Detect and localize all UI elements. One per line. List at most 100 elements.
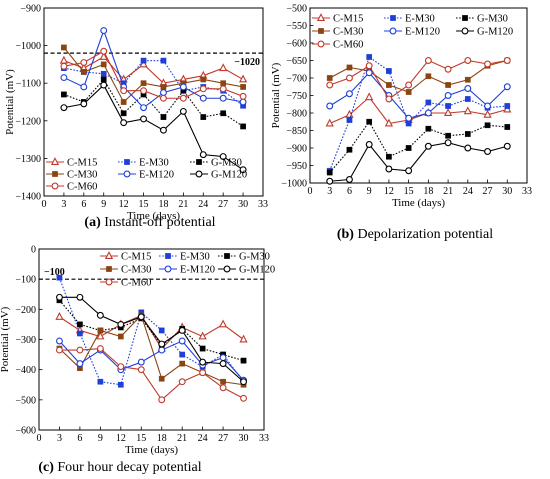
data-point <box>117 363 125 371</box>
data-point <box>160 89 167 97</box>
data-point <box>140 80 147 87</box>
panel-caption: (b) Depolarization potential <box>337 227 493 242</box>
data-point <box>158 396 166 404</box>
x-axis-label: Time (days) <box>392 197 445 209</box>
legend-swatch-marker <box>123 170 131 178</box>
data-point <box>100 81 108 89</box>
data-point <box>464 76 471 83</box>
data-point <box>76 346 84 354</box>
data-point <box>463 106 472 115</box>
data-point <box>160 114 167 120</box>
data-point <box>219 384 227 392</box>
legend-swatch-marker <box>318 28 324 34</box>
data-point <box>55 311 64 320</box>
x-tick-label: 27 <box>218 433 228 444</box>
data-point <box>326 169 333 176</box>
legend-label: G-M30 <box>239 252 270 263</box>
data-point <box>140 57 147 64</box>
data-point <box>386 82 392 88</box>
data-point <box>120 87 128 95</box>
data-point <box>238 74 248 83</box>
series-line <box>59 340 244 381</box>
legend-label: G-M120 <box>239 265 275 276</box>
x-tick-label: 21 <box>178 199 188 210</box>
legend-swatch-marker <box>105 278 113 286</box>
data-point <box>424 142 432 150</box>
y-tick-label: −200 <box>15 305 36 316</box>
data-point <box>76 360 84 368</box>
y-tick-label: −600 <box>286 39 307 50</box>
legend-swatch-marker <box>224 253 230 259</box>
data-point <box>425 125 432 132</box>
series-g-m30 <box>326 118 511 176</box>
series-e-m120 <box>60 27 247 112</box>
panel-caption-text: Four hour decay potential <box>54 460 202 475</box>
y-tick-label: −300 <box>15 335 36 346</box>
data-point <box>199 358 207 366</box>
series-line <box>63 47 244 103</box>
y-tick-label: −1000 <box>281 179 307 190</box>
data-point <box>137 366 145 374</box>
y-axis-label: Potential (mV) <box>4 69 16 135</box>
legend-label: E-M30 <box>405 14 435 25</box>
data-point <box>405 167 413 175</box>
legend-label: E-M120 <box>405 27 440 38</box>
data-point <box>386 153 392 160</box>
data-point <box>199 151 207 159</box>
y-tick-label: −100 <box>15 275 36 286</box>
series-line <box>329 71 508 119</box>
data-point <box>59 55 69 64</box>
data-point <box>240 84 246 90</box>
data-point <box>445 103 451 109</box>
data-point <box>445 132 451 139</box>
data-point <box>385 95 393 103</box>
x-tick-label: 6 <box>347 186 352 197</box>
data-point <box>158 327 165 334</box>
data-point <box>405 114 413 122</box>
data-point <box>97 327 104 334</box>
y-tick-label: −800 <box>286 109 307 120</box>
y-tick-label: −650 <box>286 56 307 67</box>
data-point <box>139 59 148 68</box>
data-point <box>61 44 67 51</box>
legend-swatch-marker <box>196 159 202 165</box>
data-point <box>178 327 186 334</box>
legend-swatch-marker <box>51 182 59 190</box>
series-line <box>59 296 244 383</box>
data-point <box>325 118 334 127</box>
x-tick-label: 0 <box>42 199 47 210</box>
legend-label: C-M30 <box>333 27 363 38</box>
data-point <box>200 76 207 83</box>
data-point <box>464 85 472 92</box>
legend: C-M15 E-M30 G-M30 C-M30 E-M120 G-M120 C-M60 <box>46 157 247 193</box>
series-c-m15 <box>59 51 248 87</box>
data-point <box>96 331 105 340</box>
data-point <box>503 104 512 113</box>
legend-swatch-marker <box>317 40 325 48</box>
data-point <box>179 107 187 115</box>
x-tick-label: 0 <box>308 186 313 197</box>
x-tick-label: 24 <box>198 199 208 210</box>
data-point <box>96 345 104 352</box>
data-point <box>160 84 167 90</box>
series-line <box>63 50 244 99</box>
data-point <box>464 57 472 64</box>
data-point <box>60 104 68 112</box>
data-point <box>56 337 63 345</box>
legend-swatch-marker <box>124 159 130 165</box>
data-point <box>160 94 167 102</box>
y-tick-label: 0 <box>31 245 36 256</box>
panel-caption-letter: (a) <box>84 215 101 230</box>
data-point <box>503 83 511 91</box>
chart-panel-b: 0 3 6 9 12 15 18 21 24 27 30 33 −500 −550 −600 −650 −700… <box>270 4 532 243</box>
reference-label: −1020 <box>234 57 260 68</box>
data-point <box>326 75 333 81</box>
data-point <box>366 118 373 125</box>
y-tick-label: −1300 <box>15 154 41 165</box>
y-tick-label: −950 <box>286 161 307 172</box>
data-point <box>385 165 393 173</box>
data-point <box>56 346 63 354</box>
y-tick-label: −750 <box>286 91 307 102</box>
data-point <box>464 131 471 137</box>
